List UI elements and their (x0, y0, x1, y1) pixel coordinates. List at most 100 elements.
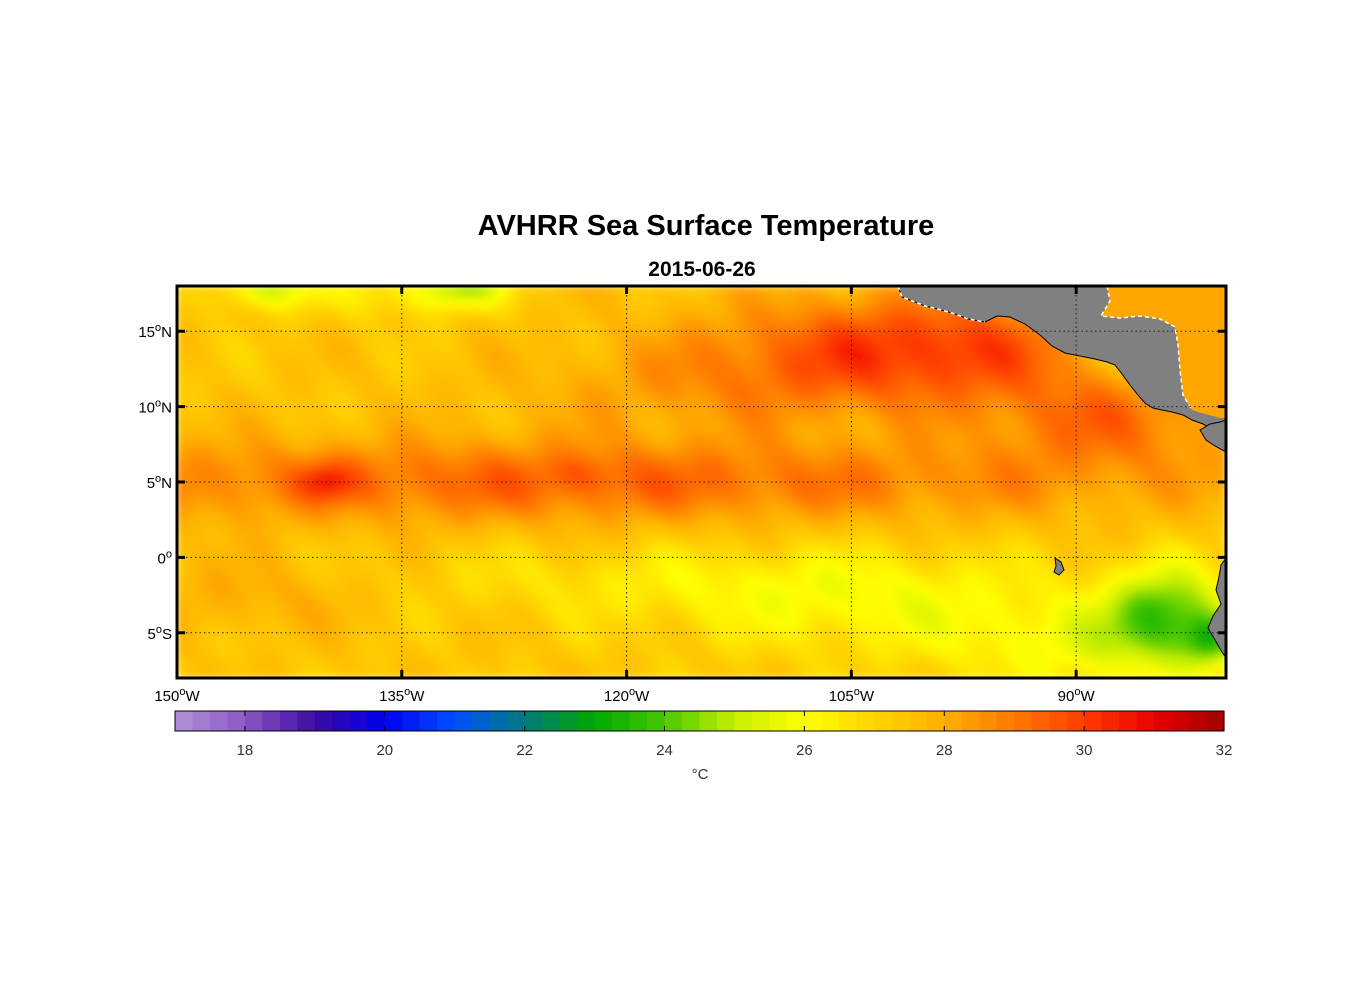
sst-cell (858, 315, 867, 325)
sst-cell (723, 549, 732, 558)
sst-cell (326, 428, 335, 438)
sst-cell (416, 330, 425, 340)
sst-cell (1008, 458, 1017, 468)
sst-cell (326, 466, 335, 475)
sst-cell (686, 504, 695, 513)
sst-cell (895, 496, 905, 506)
sst-cell (1135, 406, 1145, 415)
sst-cell (296, 534, 305, 543)
sst-cell (1045, 436, 1055, 445)
sst-cell (1015, 458, 1025, 468)
sst-cell (348, 489, 358, 498)
sst-cell (858, 338, 867, 347)
sst-cell (558, 511, 568, 521)
sst-cell (588, 481, 598, 491)
sst-cell (805, 353, 815, 362)
sst-cell (177, 286, 185, 295)
sst-cell (1045, 496, 1055, 506)
sst-cell (296, 413, 305, 423)
sst-cell (820, 353, 830, 362)
sst-cell (393, 496, 403, 506)
sst-cell (401, 345, 410, 355)
sst-cell (1188, 481, 1197, 491)
sst-cell (596, 308, 605, 317)
sst-cell (715, 428, 725, 438)
sst-cell (191, 526, 200, 536)
sst-cell (648, 443, 658, 453)
sst-cell (1015, 496, 1025, 506)
sst-cell (281, 413, 290, 423)
sst-cell (521, 286, 530, 295)
sst-cell (850, 383, 860, 393)
sst-cell (393, 519, 403, 528)
sst-cell (183, 345, 193, 355)
sst-cell (191, 315, 200, 325)
sst-cell (1045, 353, 1055, 362)
sst-cell (251, 511, 260, 521)
sst-cell (1158, 436, 1167, 445)
sst-cell (543, 496, 553, 506)
sst-cell (191, 511, 200, 521)
sst-cell (768, 496, 777, 506)
sst-cell (1105, 458, 1115, 468)
sst-cell (708, 451, 717, 460)
sst-cell (438, 375, 448, 385)
sst-cell (828, 436, 837, 445)
sst-cell (177, 504, 185, 513)
sst-cell (423, 549, 433, 558)
sst-cell (723, 496, 732, 506)
sst-cell (528, 428, 538, 438)
sst-cell (491, 436, 500, 445)
sst-cell (311, 466, 320, 475)
sst-cell (266, 338, 275, 347)
sst-cell (333, 421, 343, 430)
sst-cell (453, 443, 463, 453)
sst-cell (1083, 496, 1092, 506)
sst-cell (1015, 323, 1025, 332)
sst-cell (408, 330, 418, 340)
sst-cell (798, 338, 807, 347)
sst-cell (1045, 421, 1055, 430)
sst-cell (573, 345, 583, 355)
sst-cell (393, 428, 403, 438)
sst-cell (1038, 526, 1047, 536)
sst-cell (468, 511, 478, 521)
sst-cell (648, 338, 658, 347)
sst-cell (701, 345, 710, 355)
sst-cell (1128, 391, 1137, 400)
sst-cell (251, 308, 260, 317)
sst-cell (1098, 451, 1107, 460)
sst-cell (783, 398, 792, 408)
sst-cell (288, 375, 298, 385)
sst-cell (438, 391, 448, 400)
sst-cell (311, 541, 320, 551)
sst-cell (528, 504, 538, 513)
sst-cell (266, 489, 275, 498)
sst-cell (993, 330, 1002, 340)
sst-cell (1068, 368, 1077, 377)
sst-cell (371, 360, 380, 370)
sst-cell (318, 391, 328, 400)
sst-cell (393, 526, 403, 536)
sst-cell (1165, 473, 1175, 483)
sst-cell (1068, 398, 1077, 408)
sst-cell (1150, 458, 1160, 468)
sst-cell (828, 519, 837, 528)
sst-cell (326, 436, 335, 445)
sst-cell (993, 338, 1002, 347)
sst-cell (206, 473, 215, 483)
sst-cell (678, 458, 688, 468)
sst-cell (745, 398, 755, 408)
sst-cell (236, 383, 245, 393)
sst-cell (431, 315, 440, 325)
sst-cell (401, 466, 410, 475)
sst-cell (371, 481, 380, 491)
sst-cell (910, 338, 920, 347)
sst-cell (753, 436, 762, 445)
sst-cell (266, 360, 275, 370)
sst-cell (453, 451, 463, 460)
sst-cell (183, 541, 193, 551)
sst-cell (581, 428, 590, 438)
sst-cell (701, 458, 710, 468)
sst-cell (273, 458, 283, 468)
